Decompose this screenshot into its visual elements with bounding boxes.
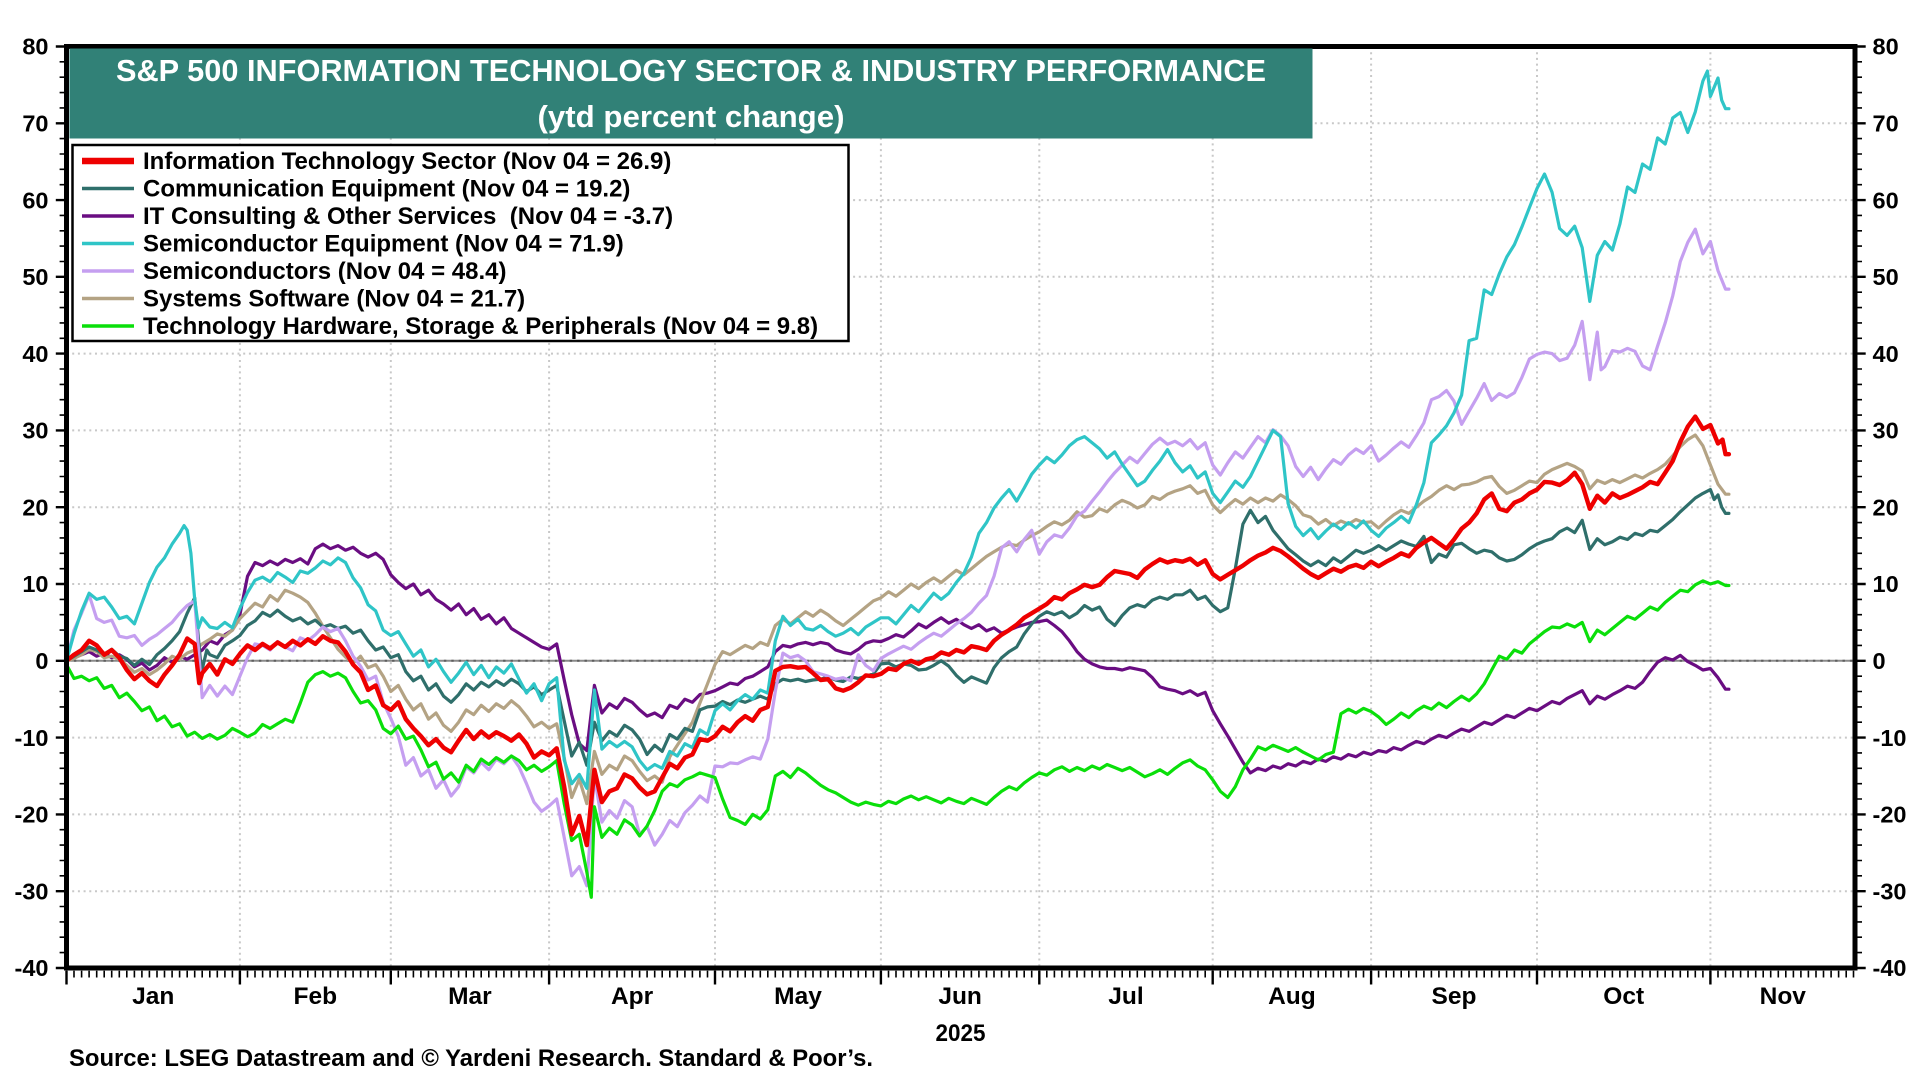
svg-text:30: 30 [1873,418,1899,444]
svg-text:80: 80 [1873,34,1899,60]
svg-text:70: 70 [1873,111,1899,137]
svg-text:Nov: Nov [1760,983,1807,1010]
svg-text:Information Technology Sector: Information Technology Sector (Nov 04 = … [143,148,671,175]
svg-text:-20: -20 [1873,802,1907,828]
svg-text:50: 50 [1873,264,1899,290]
svg-text:Feb: Feb [294,983,338,1010]
svg-text:Semiconductor Equipment (Nov 0: Semiconductor Equipment (Nov 04 = 71.9) [143,231,624,258]
svg-text:Systems Software (Nov 04 = 21.: Systems Software (Nov 04 = 21.7) [143,286,525,313]
svg-text:Jun: Jun [938,983,982,1010]
svg-text:-20: -20 [15,802,49,828]
svg-text:-30: -30 [15,878,49,904]
svg-text:40: 40 [22,341,48,367]
svg-text:Source: LSEG Datastream and ©: Source: LSEG Datastream and © Yardeni Re… [69,1045,873,1072]
svg-text:30: 30 [22,418,48,444]
svg-text:20: 20 [1873,494,1899,520]
svg-text:Mar: Mar [448,983,492,1010]
svg-text:70: 70 [22,111,48,137]
svg-text:0: 0 [1873,648,1886,674]
svg-text:2025: 2025 [936,1020,986,1047]
svg-text:May: May [774,983,822,1010]
svg-text:Oct: Oct [1603,983,1644,1010]
svg-text:Communication Equipment (Nov 0: Communication Equipment (Nov 04 = 19.2) [143,176,630,203]
svg-text:40: 40 [1873,341,1899,367]
svg-text:Semiconductors (Nov 04 = 48.4): Semiconductors (Nov 04 = 48.4) [143,258,506,285]
svg-text:-40: -40 [15,955,49,981]
svg-text:80: 80 [22,34,48,60]
svg-text:20: 20 [22,494,48,520]
svg-text:Jan: Jan [132,983,174,1010]
svg-text:50: 50 [22,264,48,290]
svg-text:S&P 500 INFORMATION TECHNOLOGY: S&P 500 INFORMATION TECHNOLOGY SECTOR & … [116,54,1266,88]
svg-text:10: 10 [22,571,48,597]
svg-text:Technology Hardware, Storage &: Technology Hardware, Storage & Periphera… [143,313,818,340]
svg-text:Jul: Jul [1108,983,1143,1010]
svg-text:-10: -10 [1873,725,1907,751]
svg-text:-10: -10 [15,725,49,751]
svg-text:-40: -40 [1873,955,1907,981]
svg-text:(ytd percent change): (ytd percent change) [538,100,845,134]
svg-text:Aug: Aug [1268,983,1316,1010]
svg-text:Sep: Sep [1432,983,1477,1010]
svg-text:Apr: Apr [611,983,654,1010]
svg-text:60: 60 [22,187,48,213]
svg-text:-30: -30 [1873,878,1907,904]
svg-text:10: 10 [1873,571,1899,597]
svg-text:60: 60 [1873,187,1899,213]
svg-text:IT Consulting & Other Services: IT Consulting & Other Services (Nov 04 =… [143,203,673,230]
svg-text:0: 0 [35,648,48,674]
